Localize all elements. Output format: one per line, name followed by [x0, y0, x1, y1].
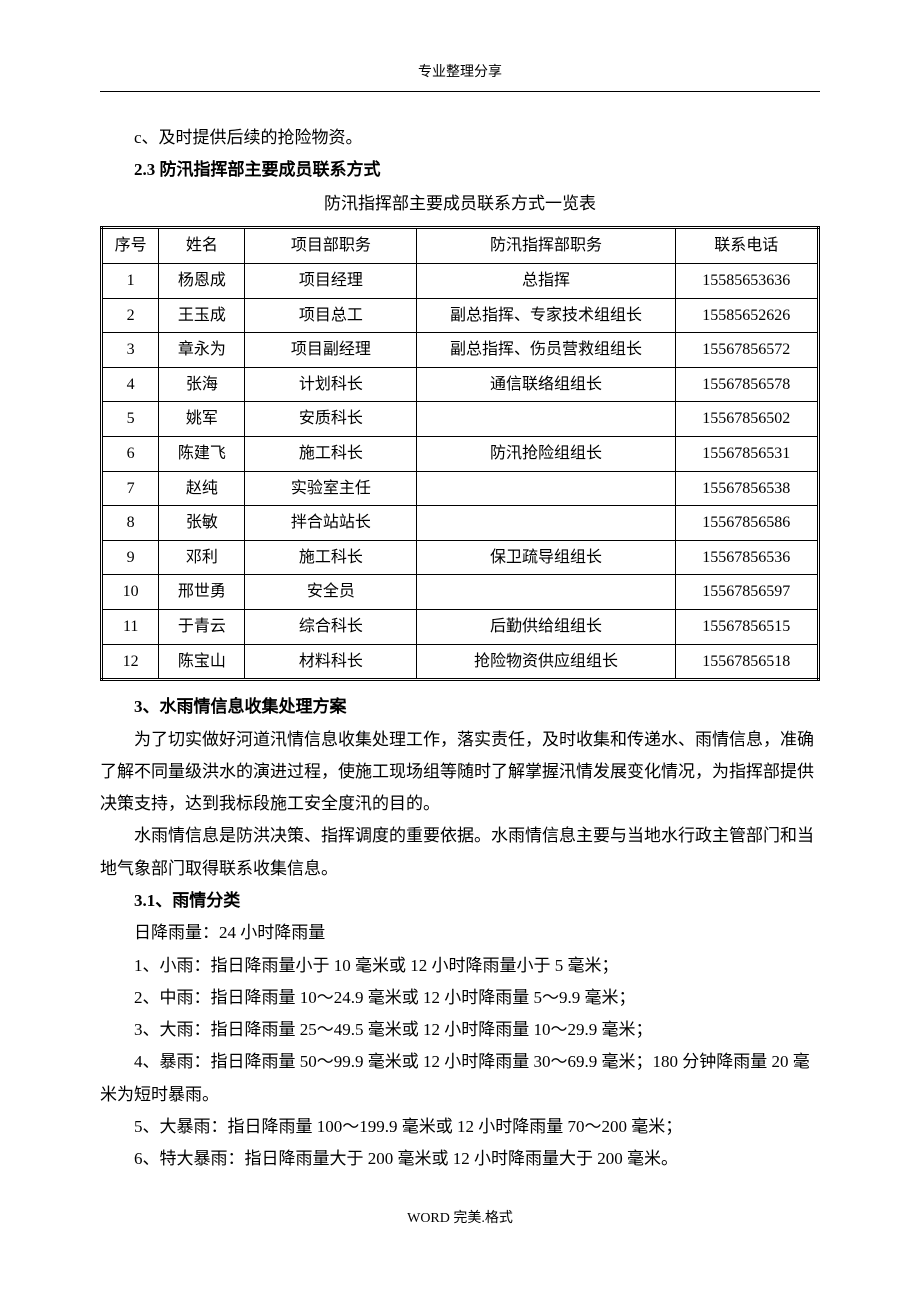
cell-duty: 副总指挥、专家技术组组长 — [417, 298, 675, 333]
table-row: 9 邓利 施工科长 保卫疏导组组长 15567856536 — [102, 540, 819, 575]
cell-seq: 7 — [102, 471, 159, 506]
line-2: 2、中雨：指日降雨量 10～24.9 毫米或 12 小时降雨量 5～9.9 毫米… — [100, 982, 820, 1014]
cell-phone: 15585652626 — [675, 298, 818, 333]
cell-phone: 15567856518 — [675, 644, 818, 680]
cell-name: 于青云 — [159, 610, 245, 645]
cell-duty: 抢险物资供应组组长 — [417, 644, 675, 680]
cell-name: 姚军 — [159, 402, 245, 437]
cell-position: 项目副经理 — [245, 333, 417, 368]
cell-seq: 8 — [102, 506, 159, 541]
header-divider — [100, 91, 820, 92]
cell-phone: 15567856536 — [675, 540, 818, 575]
cell-position: 施工科长 — [245, 540, 417, 575]
cell-seq: 2 — [102, 298, 159, 333]
paragraph-c: c、及时提供后续的抢险物资。 — [100, 122, 820, 154]
table-row: 6 陈建飞 施工科长 防汛抢险组组长 15567856531 — [102, 437, 819, 472]
cell-phone: 15567856578 — [675, 367, 818, 402]
cell-position: 材料科长 — [245, 644, 417, 680]
line-daily: 日降雨量：24 小时降雨量 — [100, 917, 820, 949]
th-seq: 序号 — [102, 228, 159, 264]
cell-duty — [417, 402, 675, 437]
cell-name: 章永为 — [159, 333, 245, 368]
cell-duty: 后勤供给组组长 — [417, 610, 675, 645]
table-row: 12 陈宝山 材料科长 抢险物资供应组组长 15567856518 — [102, 644, 819, 680]
cell-seq: 12 — [102, 644, 159, 680]
line-6: 6、特大暴雨：指日降雨量大于 200 毫米或 12 小时降雨量大于 200 毫米… — [100, 1143, 820, 1175]
table-row: 10 邢世勇 安全员 15567856597 — [102, 575, 819, 610]
cell-duty — [417, 575, 675, 610]
section-3-title: 3、水雨情信息收集处理方案 — [100, 691, 820, 723]
cell-duty: 防汛抢险组组长 — [417, 437, 675, 472]
cell-name: 杨恩成 — [159, 264, 245, 299]
cell-name: 王玉成 — [159, 298, 245, 333]
th-phone: 联系电话 — [675, 228, 818, 264]
section-3-1-title: 3.1、雨情分类 — [100, 885, 820, 917]
contact-table: 序号 姓名 项目部职务 防汛指挥部职务 联系电话 1 杨恩成 项目经理 总指挥 … — [100, 226, 820, 681]
cell-duty — [417, 471, 675, 506]
line-1: 1、小雨：指日降雨量小于 10 毫米或 12 小时降雨量小于 5 毫米； — [100, 950, 820, 982]
cell-seq: 3 — [102, 333, 159, 368]
page-header-text: 专业整理分享 — [100, 60, 820, 87]
cell-name: 邓利 — [159, 540, 245, 575]
table-row: 5 姚军 安质科长 15567856502 — [102, 402, 819, 437]
cell-phone: 15585653636 — [675, 264, 818, 299]
cell-position: 实验室主任 — [245, 471, 417, 506]
cell-name: 陈宝山 — [159, 644, 245, 680]
table-row: 8 张敏 拌合站站长 15567856586 — [102, 506, 819, 541]
cell-position: 综合科长 — [245, 610, 417, 645]
table-row: 1 杨恩成 项目经理 总指挥 15585653636 — [102, 264, 819, 299]
cell-phone: 15567856502 — [675, 402, 818, 437]
table-row: 4 张海 计划科长 通信联络组组长 15567856578 — [102, 367, 819, 402]
line-5: 5、大暴雨：指日降雨量 100～199.9 毫米或 12 小时降雨量 70～20… — [100, 1111, 820, 1143]
cell-duty: 总指挥 — [417, 264, 675, 299]
th-name: 姓名 — [159, 228, 245, 264]
cell-seq: 9 — [102, 540, 159, 575]
cell-phone: 15567856597 — [675, 575, 818, 610]
cell-seq: 4 — [102, 367, 159, 402]
paragraph-3-2: 水雨情信息是防洪决策、指挥调度的重要依据。水雨情信息主要与当地水行政主管部门和当… — [100, 820, 820, 885]
cell-name: 张敏 — [159, 506, 245, 541]
th-duty: 防汛指挥部职务 — [417, 228, 675, 264]
cell-position: 项目总工 — [245, 298, 417, 333]
cell-phone: 15567856572 — [675, 333, 818, 368]
section-2-3-title: 2.3 防汛指挥部主要成员联系方式 — [100, 154, 820, 186]
cell-name: 赵纯 — [159, 471, 245, 506]
cell-seq: 10 — [102, 575, 159, 610]
cell-duty: 保卫疏导组组长 — [417, 540, 675, 575]
cell-phone: 15567856586 — [675, 506, 818, 541]
cell-phone: 15567856538 — [675, 471, 818, 506]
line-3: 3、大雨：指日降雨量 25～49.5 毫米或 12 小时降雨量 10～29.9 … — [100, 1014, 820, 1046]
table-row: 2 王玉成 项目总工 副总指挥、专家技术组组长 15585652626 — [102, 298, 819, 333]
cell-duty: 通信联络组组长 — [417, 367, 675, 402]
cell-phone: 15567856515 — [675, 610, 818, 645]
th-position: 项目部职务 — [245, 228, 417, 264]
cell-name: 张海 — [159, 367, 245, 402]
cell-position: 项目经理 — [245, 264, 417, 299]
cell-position: 安质科长 — [245, 402, 417, 437]
table-row: 3 章永为 项目副经理 副总指挥、伤员营救组组长 15567856572 — [102, 333, 819, 368]
cell-position: 安全员 — [245, 575, 417, 610]
table-row: 11 于青云 综合科长 后勤供给组组长 15567856515 — [102, 610, 819, 645]
table-row: 7 赵纯 实验室主任 15567856538 — [102, 471, 819, 506]
cell-position: 施工科长 — [245, 437, 417, 472]
cell-seq: 11 — [102, 610, 159, 645]
cell-seq: 6 — [102, 437, 159, 472]
cell-position: 拌合站站长 — [245, 506, 417, 541]
table-caption: 防汛指挥部主要成员联系方式一览表 — [100, 188, 820, 220]
paragraph-3-1: 为了切实做好河道汛情信息收集处理工作，落实责任，及时收集和传递水、雨情信息，准确… — [100, 724, 820, 821]
cell-name: 邢世勇 — [159, 575, 245, 610]
cell-duty — [417, 506, 675, 541]
cell-position: 计划科长 — [245, 367, 417, 402]
line-4: 4、暴雨：指日降雨量 50～99.9 毫米或 12 小时降雨量 30～69.9 … — [100, 1046, 820, 1111]
cell-name: 陈建飞 — [159, 437, 245, 472]
table-header-row: 序号 姓名 项目部职务 防汛指挥部职务 联系电话 — [102, 228, 819, 264]
page-footer-text: WORD 完美.格式 — [100, 1206, 820, 1233]
cell-seq: 5 — [102, 402, 159, 437]
cell-phone: 15567856531 — [675, 437, 818, 472]
cell-duty: 副总指挥、伤员营救组组长 — [417, 333, 675, 368]
cell-seq: 1 — [102, 264, 159, 299]
